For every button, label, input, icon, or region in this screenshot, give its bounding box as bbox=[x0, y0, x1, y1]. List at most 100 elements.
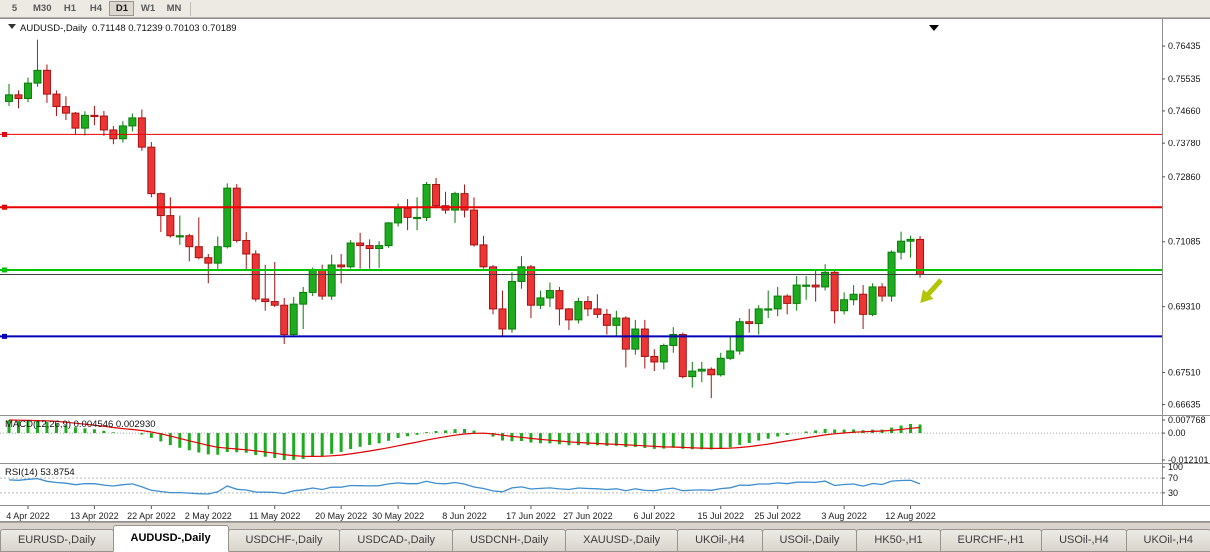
candle-body bbox=[811, 284, 820, 288]
svg-text:25 Jul 2022: 25 Jul 2022 bbox=[754, 511, 801, 521]
chart-tab-hk50-h1[interactable]: HK50-,H1 bbox=[856, 529, 941, 552]
candle-body bbox=[394, 207, 403, 224]
chart-tab-audusd-daily[interactable]: AUDUSD-,Daily bbox=[112, 525, 229, 552]
chart-tab-usdchf-daily[interactable]: USDCHF-,Daily bbox=[227, 529, 341, 552]
svg-text:6 Jul 2022: 6 Jul 2022 bbox=[634, 511, 676, 521]
chart-tab-usdcnh-daily[interactable]: USDCNH-,Daily bbox=[452, 529, 567, 552]
candle-body bbox=[270, 301, 279, 306]
chart-tab-ukoil-h4[interactable]: UKOil-,H4 bbox=[677, 529, 763, 552]
chart-window[interactable]: 0.76435 0.75535 0.74660 0.73780 0.72860 0.710… bbox=[0, 18, 1210, 522]
candle-body bbox=[840, 299, 849, 312]
candle-body bbox=[878, 286, 887, 297]
candle-body bbox=[631, 328, 640, 350]
candle-body bbox=[612, 317, 621, 326]
svg-text:13 Apr 2022: 13 Apr 2022 bbox=[70, 511, 119, 521]
svg-text:-0.012101: -0.012101 bbox=[1168, 455, 1209, 465]
candle-body bbox=[849, 293, 858, 301]
timeframe-button-w1[interactable]: W1 bbox=[135, 1, 160, 16]
timeframe-button-d1[interactable]: D1 bbox=[109, 1, 135, 16]
candle-body bbox=[802, 284, 811, 287]
candle-body bbox=[574, 301, 583, 321]
svg-text:0.76435: 0.76435 bbox=[1168, 41, 1201, 51]
svg-text:0.75535: 0.75535 bbox=[1168, 74, 1201, 84]
chart-symbol-label: AUDUSD-,Daily bbox=[20, 23, 87, 34]
svg-text:22 Apr 2022: 22 Apr 2022 bbox=[127, 511, 176, 521]
candle-body bbox=[61, 106, 70, 114]
candle-body bbox=[906, 238, 915, 242]
svg-text:17 Jun 2022: 17 Jun 2022 bbox=[506, 511, 556, 521]
hline-handle[interactable] bbox=[2, 204, 7, 210]
candle-body bbox=[678, 334, 687, 378]
candle-body bbox=[71, 112, 80, 129]
candle-body bbox=[261, 298, 270, 303]
timeframe-button-5[interactable]: 5 bbox=[2, 1, 27, 16]
timeframe-button-m30[interactable]: M30 bbox=[28, 1, 56, 16]
chart-dropdown-icon[interactable] bbox=[8, 24, 16, 29]
candle-body bbox=[403, 207, 412, 218]
candle-body bbox=[697, 368, 706, 372]
chart-tab-eurusd-daily[interactable]: EURUSD-,Daily bbox=[0, 529, 114, 552]
svg-text:0.007768: 0.007768 bbox=[1168, 415, 1206, 425]
chart-tab-xauusd-daily[interactable]: XAUUSD-,Daily bbox=[565, 529, 679, 552]
candle-body bbox=[640, 328, 649, 357]
timeframe-button-h1[interactable]: H1 bbox=[57, 1, 82, 16]
candle-body bbox=[669, 334, 678, 346]
arrow-down-object[interactable] bbox=[915, 275, 946, 307]
chart-tab-eurchf-h1[interactable]: EURCHF-,H1 bbox=[939, 529, 1043, 552]
svg-text:2 May 2022: 2 May 2022 bbox=[185, 511, 232, 521]
candle-body bbox=[650, 355, 659, 363]
candles bbox=[5, 39, 925, 399]
price-box-resistance-lower bbox=[1163, 201, 1210, 213]
svg-text:3 Aug 2022: 3 Aug 2022 bbox=[821, 511, 867, 521]
svg-text:30 May 2022: 30 May 2022 bbox=[372, 511, 424, 521]
candle-body bbox=[821, 271, 830, 288]
timeframe-button-h4[interactable]: H4 bbox=[83, 1, 108, 16]
svg-text:0.72029: 0.72029 bbox=[1167, 203, 1198, 213]
svg-text:15 Jul 2022: 15 Jul 2022 bbox=[697, 511, 744, 521]
candle-body bbox=[23, 82, 32, 99]
triangle-marker-object[interactable] bbox=[929, 25, 939, 31]
hline-handle[interactable] bbox=[2, 333, 7, 339]
svg-text:11 May 2022: 11 May 2022 bbox=[249, 511, 300, 521]
candle-body bbox=[707, 368, 716, 376]
candle-body bbox=[868, 286, 877, 315]
chart-tab-usdcad-daily[interactable]: USDCAD-,Daily bbox=[339, 529, 454, 552]
candle-body bbox=[33, 69, 42, 84]
svg-text:0.73780: 0.73780 bbox=[1168, 138, 1201, 148]
candle-body bbox=[99, 115, 108, 131]
hline-handle[interactable] bbox=[2, 267, 7, 273]
svg-text:0.00: 0.00 bbox=[1168, 428, 1186, 438]
svg-text:0.74660: 0.74660 bbox=[1168, 106, 1201, 116]
chart-ohlc-values: 0.71148 0.71239 0.70103 0.70189 bbox=[92, 23, 237, 34]
candle-body bbox=[128, 117, 137, 127]
hline-handle[interactable] bbox=[2, 131, 7, 137]
candle-body bbox=[479, 244, 488, 268]
candle-body bbox=[507, 280, 516, 330]
candle-body bbox=[564, 308, 573, 321]
svg-text:12 Aug 2022: 12 Aug 2022 bbox=[885, 511, 936, 521]
candle-body bbox=[783, 295, 792, 304]
candle-body bbox=[166, 215, 175, 237]
candle-body bbox=[726, 350, 735, 359]
candle-body bbox=[346, 242, 355, 268]
macd-histogram bbox=[7, 420, 922, 460]
candle-body bbox=[773, 295, 782, 310]
candle-body bbox=[251, 253, 260, 300]
price-box-resistance-upper bbox=[1163, 128, 1210, 140]
candle-body bbox=[593, 308, 602, 315]
candle-body bbox=[147, 146, 156, 195]
timeframe-button-mn[interactable]: MN bbox=[161, 1, 186, 16]
candle-body bbox=[280, 304, 289, 336]
svg-text:27 Jun 2022: 27 Jun 2022 bbox=[563, 511, 613, 521]
candle-body bbox=[659, 344, 668, 363]
chart-tab-usoil-daily[interactable]: USOil-,Daily bbox=[761, 529, 858, 552]
price-chart[interactable]: 0.76435 0.75535 0.74660 0.73780 0.72860 0.710… bbox=[0, 18, 1210, 522]
svg-text:8 Jun 2022: 8 Jun 2022 bbox=[442, 511, 487, 521]
candle-body bbox=[792, 284, 801, 304]
candle-body bbox=[194, 246, 203, 259]
chart-tab-usoil-h4[interactable]: USOil-,H4 bbox=[1041, 529, 1127, 552]
price-box-support-green bbox=[1163, 264, 1210, 276]
chart-tab-ukoil-h4[interactable]: UKOil-,H4 bbox=[1125, 529, 1210, 552]
candle-body bbox=[897, 240, 906, 253]
candle-body bbox=[602, 313, 611, 326]
